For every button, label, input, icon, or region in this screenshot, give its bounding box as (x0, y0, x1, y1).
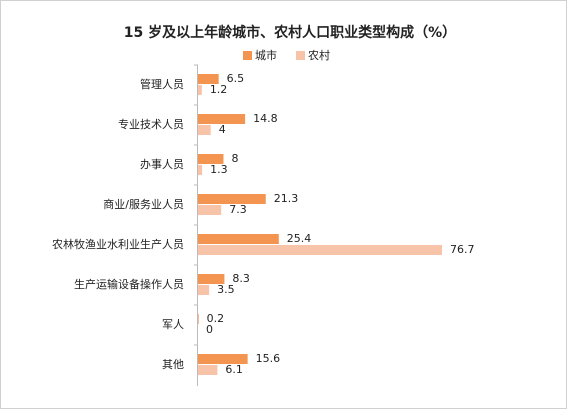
data-label: 76.7 (450, 243, 475, 256)
bar (198, 245, 442, 255)
data-label: 0 (206, 323, 213, 336)
y-tick-label: 农林牧渔业水利业生产人员 (52, 237, 184, 251)
bar (198, 205, 222, 215)
y-tick-label: 军人 (162, 318, 184, 331)
data-label: 25.4 (287, 232, 312, 245)
bar (198, 365, 218, 375)
y-tick-label: 办事人员 (140, 158, 184, 171)
bar (198, 354, 248, 364)
bar (198, 194, 266, 204)
legend-swatch (243, 51, 252, 60)
legend-label: 农村 (308, 48, 330, 62)
bar (198, 85, 202, 95)
data-label: 6.5 (227, 72, 245, 85)
data-label: 8.3 (232, 272, 250, 285)
bar (198, 314, 199, 324)
data-label: 1.2 (210, 83, 228, 96)
data-label: 6.1 (225, 363, 243, 376)
bar (198, 125, 211, 135)
data-label: 3.5 (217, 283, 235, 296)
data-label: 21.3 (274, 192, 299, 205)
y-tick-label: 其他 (162, 358, 184, 371)
bar (198, 114, 246, 124)
data-label: 0.2 (207, 312, 225, 325)
data-label: 1.3 (210, 163, 228, 176)
data-label: 7.3 (229, 203, 247, 216)
data-label: 15.6 (256, 352, 281, 365)
y-tick-label: 专业技术人员 (118, 117, 184, 131)
chart-title: 15 岁及以上年龄城市、农村人口职业类型构成（%） (124, 24, 456, 41)
legend-swatch (296, 51, 305, 60)
bar (198, 74, 219, 84)
bar (198, 285, 210, 295)
y-tick-label: 生产运输设备操作人员 (74, 277, 184, 291)
y-tick-label: 管理人员 (140, 77, 184, 91)
bar (198, 154, 224, 164)
y-tick-label: 商业/服务业人员 (103, 197, 184, 211)
bar (198, 274, 225, 284)
data-label: 14.8 (253, 112, 278, 125)
bar (198, 234, 279, 244)
data-label: 8 (231, 152, 238, 165)
data-label: 4 (219, 123, 226, 136)
bar (198, 165, 203, 175)
legend-label: 城市 (255, 48, 277, 62)
